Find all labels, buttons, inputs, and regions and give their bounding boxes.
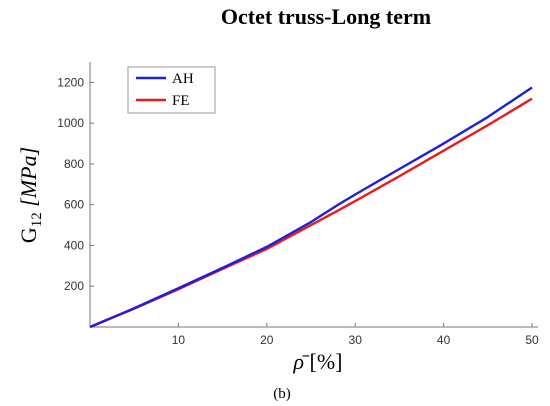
series-line-fe xyxy=(89,97,533,329)
legend-label-fe: FE xyxy=(172,93,190,109)
x-axis-label: ρ̄ [%] xyxy=(292,349,342,374)
figure-caption: (b) xyxy=(273,386,291,402)
x-tick-label: 20 xyxy=(260,333,274,347)
x-label-unit: [%] xyxy=(310,349,343,374)
y-label-unit: [MPa] xyxy=(16,147,41,207)
y-tick-label: 400 xyxy=(64,238,84,252)
x-tick-label: 50 xyxy=(525,333,539,347)
legend-label-ah: AH xyxy=(172,71,194,87)
series-line-ah xyxy=(89,86,533,329)
y-tick-label: 800 xyxy=(64,157,84,171)
y-tick-label: 1000 xyxy=(57,116,84,130)
legend: AH FE xyxy=(127,66,216,114)
chart-title: Octet truss-Long term xyxy=(221,4,431,29)
y-tick-label: 200 xyxy=(64,279,84,293)
series-group xyxy=(89,86,533,329)
y-tick-label: 600 xyxy=(64,198,84,212)
svg-text:ρ̄ [%]: ρ̄ [%] xyxy=(292,349,342,374)
y-ticks: 200 400 600 800 1000 1200 xyxy=(57,75,94,293)
y-tick-label: 1200 xyxy=(57,75,84,89)
y-label-main: G xyxy=(16,227,41,243)
x-ticks: 10 20 30 40 50 xyxy=(172,323,539,347)
axes xyxy=(89,62,538,328)
x-tick-label: 40 xyxy=(437,333,451,347)
legend-box xyxy=(127,66,216,114)
svg-text:G12 [MPa]: G12 [MPa] xyxy=(16,147,45,243)
x-tick-label: 10 xyxy=(172,333,186,347)
x-tick-label: 30 xyxy=(349,333,363,347)
y-label-sub: 12 xyxy=(29,212,45,227)
y-axis-label: G12 [MPa] xyxy=(16,147,45,243)
